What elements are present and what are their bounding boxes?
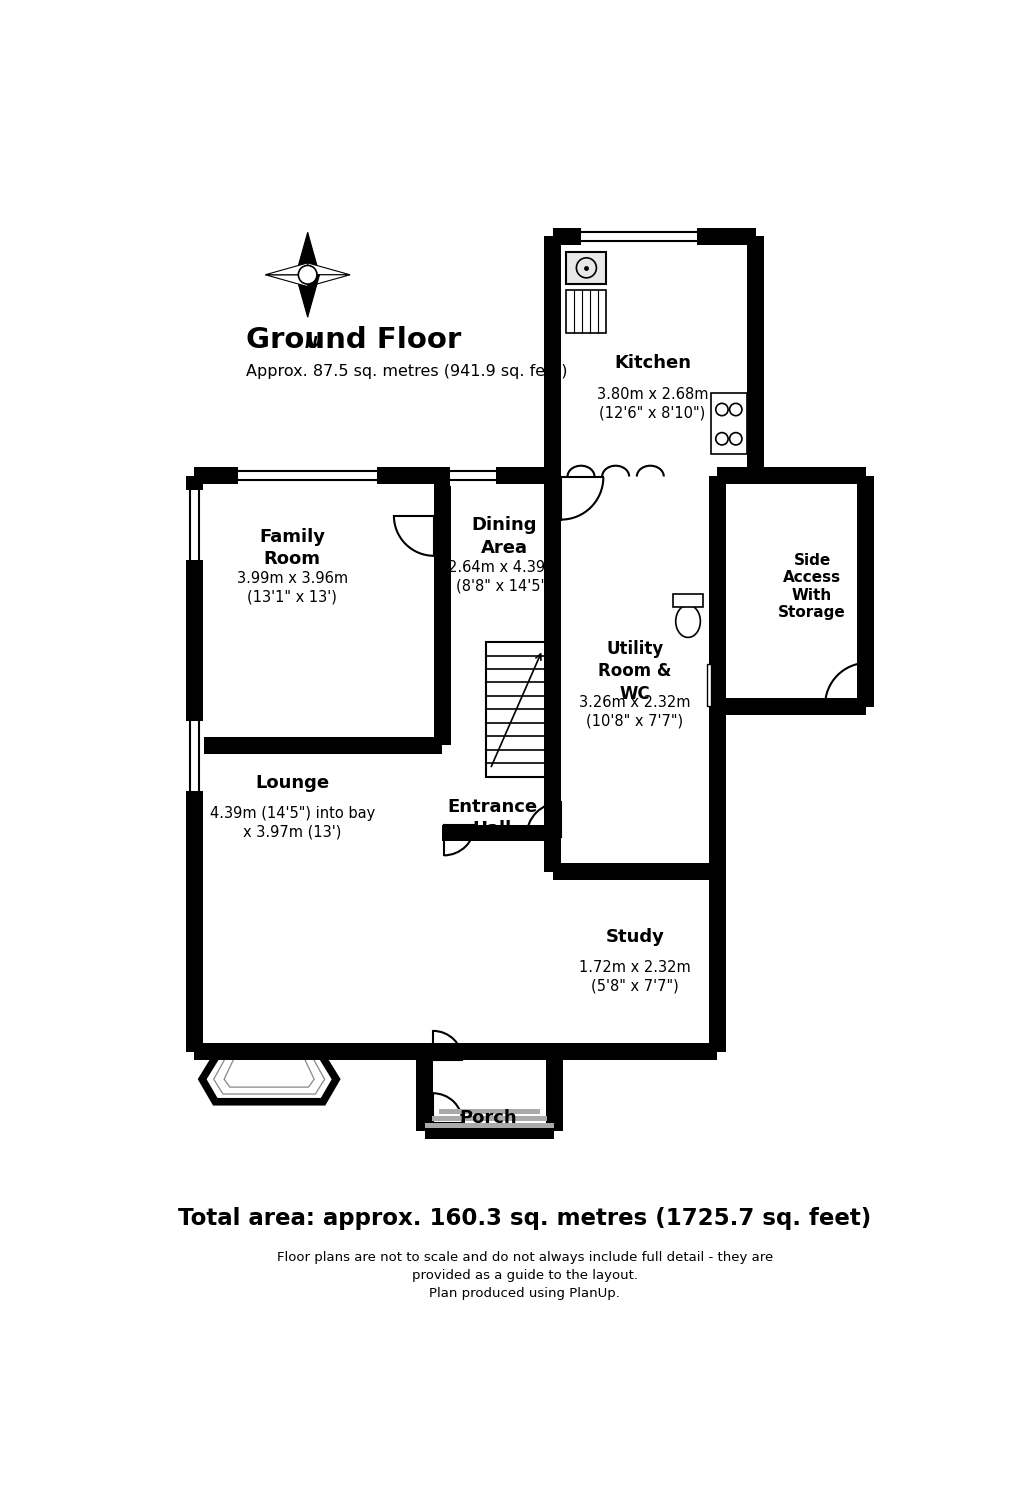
Text: Side
Access
With
Storage: Side Access With Storage <box>778 553 846 620</box>
Bar <box>195 475 717 1052</box>
Text: Kitchen: Kitchen <box>614 354 691 372</box>
Bar <box>717 698 866 716</box>
Text: Floor plans are not to scale and do not always include full detail - they are
pr: Floor plans are not to scale and do not … <box>276 1252 773 1300</box>
Bar <box>432 1116 547 1120</box>
Bar <box>425 1123 554 1128</box>
Text: N: N <box>304 336 317 351</box>
Bar <box>711 393 746 454</box>
Bar <box>717 475 866 707</box>
Text: 2.64m x 4.39m
(8'8" x 14'5"): 2.64m x 4.39m (8'8" x 14'5") <box>449 560 560 593</box>
Bar <box>451 466 497 486</box>
Bar <box>186 475 203 1052</box>
Bar <box>195 468 553 484</box>
Polygon shape <box>265 275 307 287</box>
Text: 3.26m x 2.32m
(10'8" x 7'7"): 3.26m x 2.32m (10'8" x 7'7") <box>580 695 690 728</box>
Bar <box>416 1052 433 1131</box>
Polygon shape <box>202 1052 336 1101</box>
Bar <box>239 466 377 486</box>
Bar <box>566 290 606 333</box>
Bar <box>717 468 866 484</box>
Text: Porch: Porch <box>460 1109 517 1126</box>
Bar <box>544 236 561 475</box>
Bar <box>438 1109 541 1115</box>
Text: 3.80m x 2.68m
(12'6" x 8'10"): 3.80m x 2.68m (12'6" x 8'10") <box>597 387 709 420</box>
Text: 1.72m x 2.32m
(5'8" x 7'7"): 1.72m x 2.32m (5'8" x 7'7") <box>579 961 691 994</box>
Bar <box>434 475 451 746</box>
Bar <box>709 475 726 1052</box>
Polygon shape <box>307 233 319 275</box>
Text: Approx. 87.5 sq. metres (941.9 sq. feet): Approx. 87.5 sq. metres (941.9 sq. feet) <box>246 363 567 378</box>
Text: Utility
Room &
WC: Utility Room & WC <box>598 639 672 702</box>
Bar <box>748 236 764 475</box>
Circle shape <box>298 266 317 284</box>
Bar <box>553 227 756 245</box>
Bar <box>566 251 606 284</box>
Bar <box>581 226 696 247</box>
Polygon shape <box>307 275 350 287</box>
Bar <box>857 475 874 707</box>
Bar <box>544 475 561 871</box>
Text: Dining
Area: Dining Area <box>471 517 537 557</box>
Bar <box>184 490 205 560</box>
Bar <box>425 1122 554 1140</box>
Text: Ground Floor: Ground Floor <box>246 326 461 354</box>
Text: Total area: approx. 160.3 sq. metres (1725.7 sq. feet): Total area: approx. 160.3 sq. metres (17… <box>178 1207 871 1230</box>
Bar <box>553 864 717 880</box>
Bar <box>553 236 756 475</box>
Bar <box>553 1043 554 1061</box>
Bar <box>442 825 553 841</box>
Bar <box>195 1043 717 1061</box>
Text: Lounge: Lounge <box>255 774 330 792</box>
Polygon shape <box>265 263 307 275</box>
Text: 3.99m x 3.96m
(13'1" x 13'): 3.99m x 3.96m (13'1" x 13') <box>237 571 348 605</box>
Polygon shape <box>296 233 307 275</box>
Bar <box>486 642 547 777</box>
Text: 4.39m (14'5") into bay
x 3.97m (13'): 4.39m (14'5") into bay x 3.97m (13') <box>210 807 375 840</box>
Polygon shape <box>296 275 307 317</box>
Bar <box>425 1052 554 1131</box>
Text: Study: Study <box>605 928 665 946</box>
Bar <box>707 663 711 707</box>
Text: Family
Room: Family Room <box>259 527 326 568</box>
Bar <box>184 722 205 790</box>
Polygon shape <box>307 263 350 275</box>
Bar <box>673 593 703 608</box>
Polygon shape <box>307 275 319 317</box>
Bar <box>195 737 442 753</box>
Text: Entrance
Hall: Entrance Hall <box>447 798 538 838</box>
Bar <box>546 1052 562 1131</box>
